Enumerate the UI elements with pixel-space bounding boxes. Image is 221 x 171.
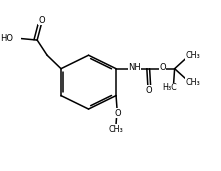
Text: CH₃: CH₃ (186, 51, 200, 60)
Text: HO: HO (0, 34, 13, 43)
Text: CH₃: CH₃ (186, 78, 200, 87)
Text: O: O (159, 63, 166, 72)
Text: CH₃: CH₃ (109, 125, 123, 134)
Text: O: O (146, 86, 152, 95)
Text: O: O (39, 16, 46, 25)
Text: H₃C: H₃C (162, 83, 177, 92)
Text: NH: NH (128, 63, 141, 72)
Text: O: O (114, 109, 121, 118)
